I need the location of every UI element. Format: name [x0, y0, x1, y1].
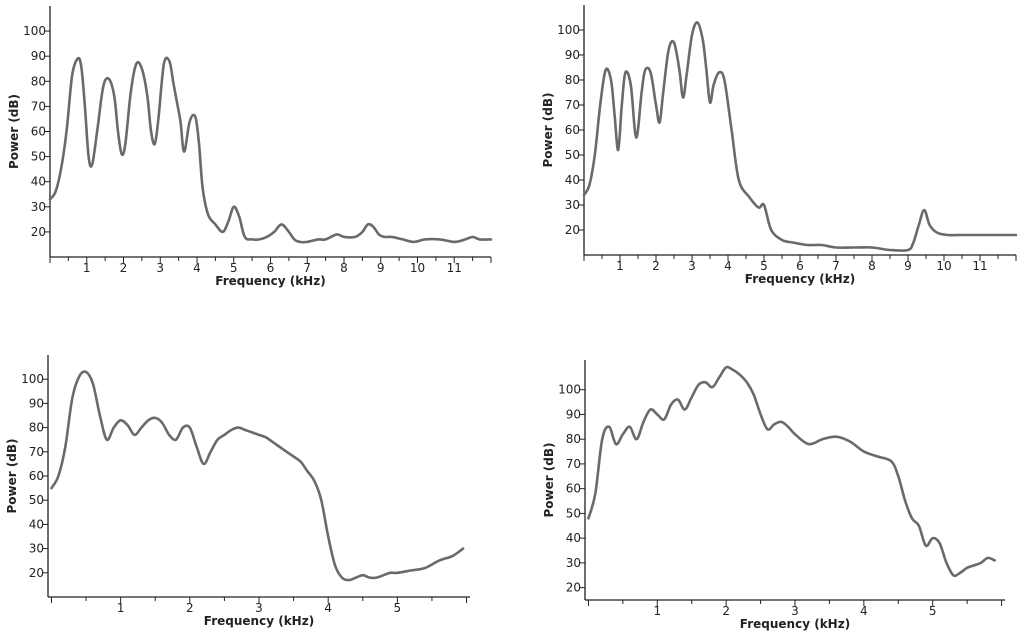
- x-tick-label: 10: [410, 261, 425, 275]
- x-tick-label: 5: [394, 601, 402, 615]
- x-tick-label: 7: [832, 259, 840, 273]
- x-tick-label: 3: [791, 604, 799, 618]
- x-tick-label: 3: [156, 261, 164, 275]
- spectrum-chart-3: 20 30 40 50 60 70 80 90 100 1 2 3 4 5 Frequency (kHz) P…: [0, 315, 508, 631]
- spectrum-chart-1: 20 30 40 50 60 70 80 90 100 1 2 3 4 5 6 7 8 9 10 11 Frequenc…: [0, 0, 508, 315]
- y-tick-label: 90: [565, 48, 580, 62]
- x-axis-label: Frequency (kHz): [204, 614, 314, 628]
- y-tick-label: 100: [558, 383, 581, 397]
- y-tick-label: 100: [557, 23, 580, 37]
- x-tick-label: 4: [724, 259, 732, 273]
- y-tick-label: 20: [29, 566, 44, 580]
- y-tick-label: 40: [31, 175, 46, 189]
- y-tick-label: 90: [29, 396, 44, 410]
- y-tick-label: 20: [31, 225, 46, 239]
- y-tick-label: 60: [29, 469, 44, 483]
- x-tick-label: 4: [860, 604, 868, 618]
- y-tick-label: 50: [566, 506, 581, 520]
- x-tick-label: 9: [904, 259, 912, 273]
- y-axis-label: Power (dB): [5, 438, 19, 513]
- x-tick-label: 3: [688, 259, 696, 273]
- y-tick-label: 90: [566, 407, 581, 421]
- x-tick-label: 2: [120, 261, 128, 275]
- y-tick-label: 50: [565, 148, 580, 162]
- x-tick-label: 6: [796, 259, 804, 273]
- spectrum-line: [50, 370, 465, 582]
- x-tick-label: 1: [117, 601, 125, 615]
- y-tick-label: 50: [29, 493, 44, 507]
- x-tick-label: 10: [936, 259, 951, 273]
- x-tick-label: 9: [377, 261, 385, 275]
- y-tick-label: 30: [565, 198, 580, 212]
- x-tick-label: 7: [303, 261, 311, 275]
- chart-svg: 20 30 40 50 60 70 80 90 100 1 2 3 4 5 6 7 8 9 10 11 Frequenc…: [541, 5, 1017, 286]
- y-tick-label: 50: [31, 150, 46, 164]
- spectrum-line: [582, 21, 1017, 252]
- x-tick-label: 5: [760, 259, 768, 273]
- y-tick-label: 70: [566, 457, 581, 471]
- x-axis-label: Frequency (kHz): [745, 272, 855, 286]
- y-tick-label: 80: [29, 421, 44, 435]
- x-axis-label: Frequency (kHz): [740, 617, 850, 631]
- y-tick-label: 70: [565, 98, 580, 112]
- x-tick-label: 8: [868, 259, 876, 273]
- x-axis-label: Frequency (kHz): [215, 274, 325, 288]
- y-tick-label: 80: [565, 73, 580, 87]
- x-tick-label: 1: [616, 259, 624, 273]
- y-tick-label: 70: [31, 99, 46, 113]
- spectrum-chart-4: 20 30 40 50 60 70 80 90 100 1 2 3 4 5 Frequency (kHz) P…: [508, 315, 1017, 631]
- y-tick-label: 90: [31, 49, 46, 63]
- y-tick-label: 30: [31, 200, 46, 214]
- x-tick-label: 2: [722, 604, 730, 618]
- x-tick-label: 4: [324, 601, 332, 615]
- x-tick-label: 5: [230, 261, 238, 275]
- y-tick-label: 40: [566, 531, 581, 545]
- x-tick-label: 3: [255, 601, 263, 615]
- x-tick-label: 8: [340, 261, 348, 275]
- y-tick-label: 100: [23, 24, 46, 38]
- y-tick-label: 60: [31, 125, 46, 139]
- y-tick-label: 60: [565, 123, 580, 137]
- y-axis-label: Power (dB): [541, 92, 555, 167]
- x-tick-label: 2: [652, 259, 660, 273]
- y-tick-label: 40: [29, 517, 44, 531]
- y-tick-label: 80: [566, 432, 581, 446]
- y-tick-label: 40: [565, 173, 580, 187]
- chart-svg: 20 30 40 50 60 70 80 90 100 1 2 3 4 5 Frequency (kHz) P…: [5, 355, 470, 628]
- x-tick-label: 2: [186, 601, 194, 615]
- y-tick-label: 80: [31, 74, 46, 88]
- y-tick-label: 100: [21, 372, 44, 386]
- y-tick-label: 60: [566, 482, 581, 496]
- y-tick-label: 70: [29, 445, 44, 459]
- y-axis-label: Power (dB): [7, 94, 21, 169]
- x-tick-label: 11: [447, 261, 462, 275]
- y-tick-label: 30: [566, 556, 581, 570]
- chart-svg: 20 30 40 50 60 70 80 90 100 1 2 3 4 5 6 7 8 9 10 11 Frequenc…: [7, 6, 493, 288]
- y-tick-label: 20: [565, 223, 580, 237]
- x-tick-label: 6: [267, 261, 275, 275]
- chart-svg: 20 30 40 50 60 70 80 90 100 1 2 3 4 5 Frequency (kHz) P…: [542, 360, 1005, 631]
- spectrum-line: [587, 365, 996, 578]
- x-tick-label: 1: [653, 604, 661, 618]
- spectrum-line: [48, 56, 493, 244]
- x-tick-label: 1: [83, 261, 91, 275]
- y-tick-label: 20: [566, 581, 581, 595]
- x-tick-label: 5: [929, 604, 937, 618]
- x-tick-label: 11: [972, 259, 987, 273]
- spectrum-chart-2: 20 30 40 50 60 70 80 90 100 1 2 3 4 5 6 7 8 9 10 11 Frequenc…: [508, 0, 1017, 315]
- x-tick-label: 4: [193, 261, 201, 275]
- y-axis-label: Power (dB): [542, 442, 556, 517]
- y-tick-label: 30: [29, 542, 44, 556]
